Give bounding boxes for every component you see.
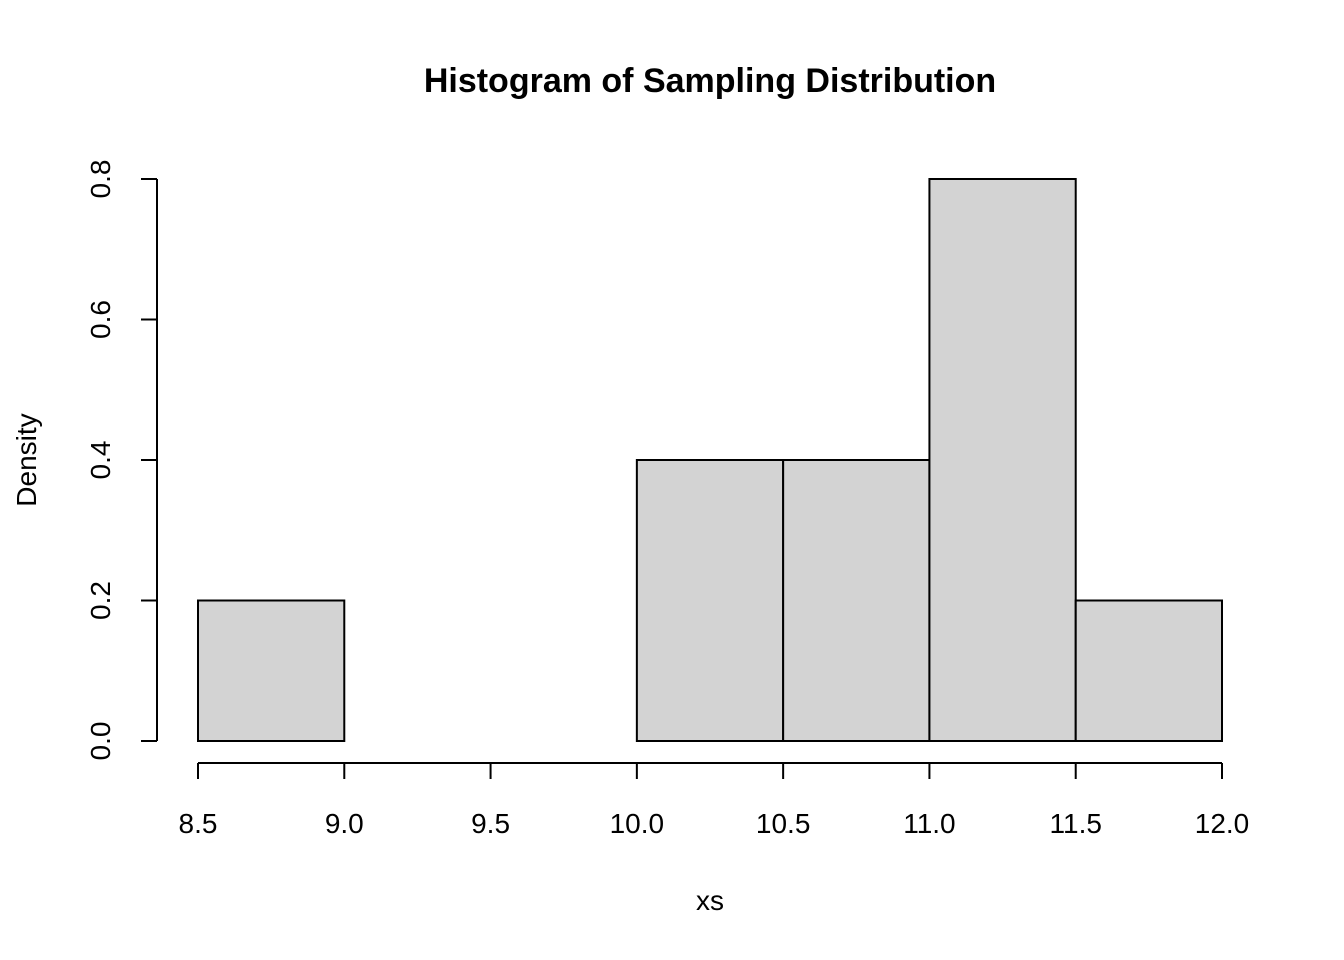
y-axis: 0.0 0.2 0.4 0.6 0.8 xyxy=(85,160,158,761)
histogram-bar-6 xyxy=(1074,599,1223,742)
x-tick-label-0: 8.5 xyxy=(179,808,218,839)
x-tick-label-1: 9.0 xyxy=(325,808,364,839)
y-tick-label-2: 0.4 xyxy=(85,441,116,480)
y-tick-label-1: 0.2 xyxy=(85,581,116,620)
x-tick-label-5: 11.0 xyxy=(903,808,955,839)
bars-group xyxy=(197,178,1223,742)
histogram-bar-5 xyxy=(928,178,1077,742)
y-tick-label-0: 0.0 xyxy=(85,722,116,761)
chart-title: Histogram of Sampling Distribution xyxy=(424,62,996,100)
x-tick-label-3: 10.0 xyxy=(610,808,665,839)
x-axis: 8.5 9.0 9.5 10.0 10.5 11.0 11.5 12.0 xyxy=(179,762,1250,839)
x-axis-label: xs xyxy=(696,885,724,916)
histogram-bar-0 xyxy=(197,599,346,742)
y-axis-label: Density xyxy=(11,413,42,506)
histogram-bar-4 xyxy=(782,459,931,742)
y-tick-label-4: 0.8 xyxy=(85,160,116,199)
histogram-bar-3 xyxy=(635,459,785,742)
x-tick-label-7: 12.0 xyxy=(1195,808,1250,839)
y-tick-label-3: 0.6 xyxy=(85,300,116,339)
x-tick-label-6: 11.5 xyxy=(1050,808,1102,839)
x-tick-label-4: 10.5 xyxy=(756,808,811,839)
x-tick-label-2: 9.5 xyxy=(471,808,510,839)
